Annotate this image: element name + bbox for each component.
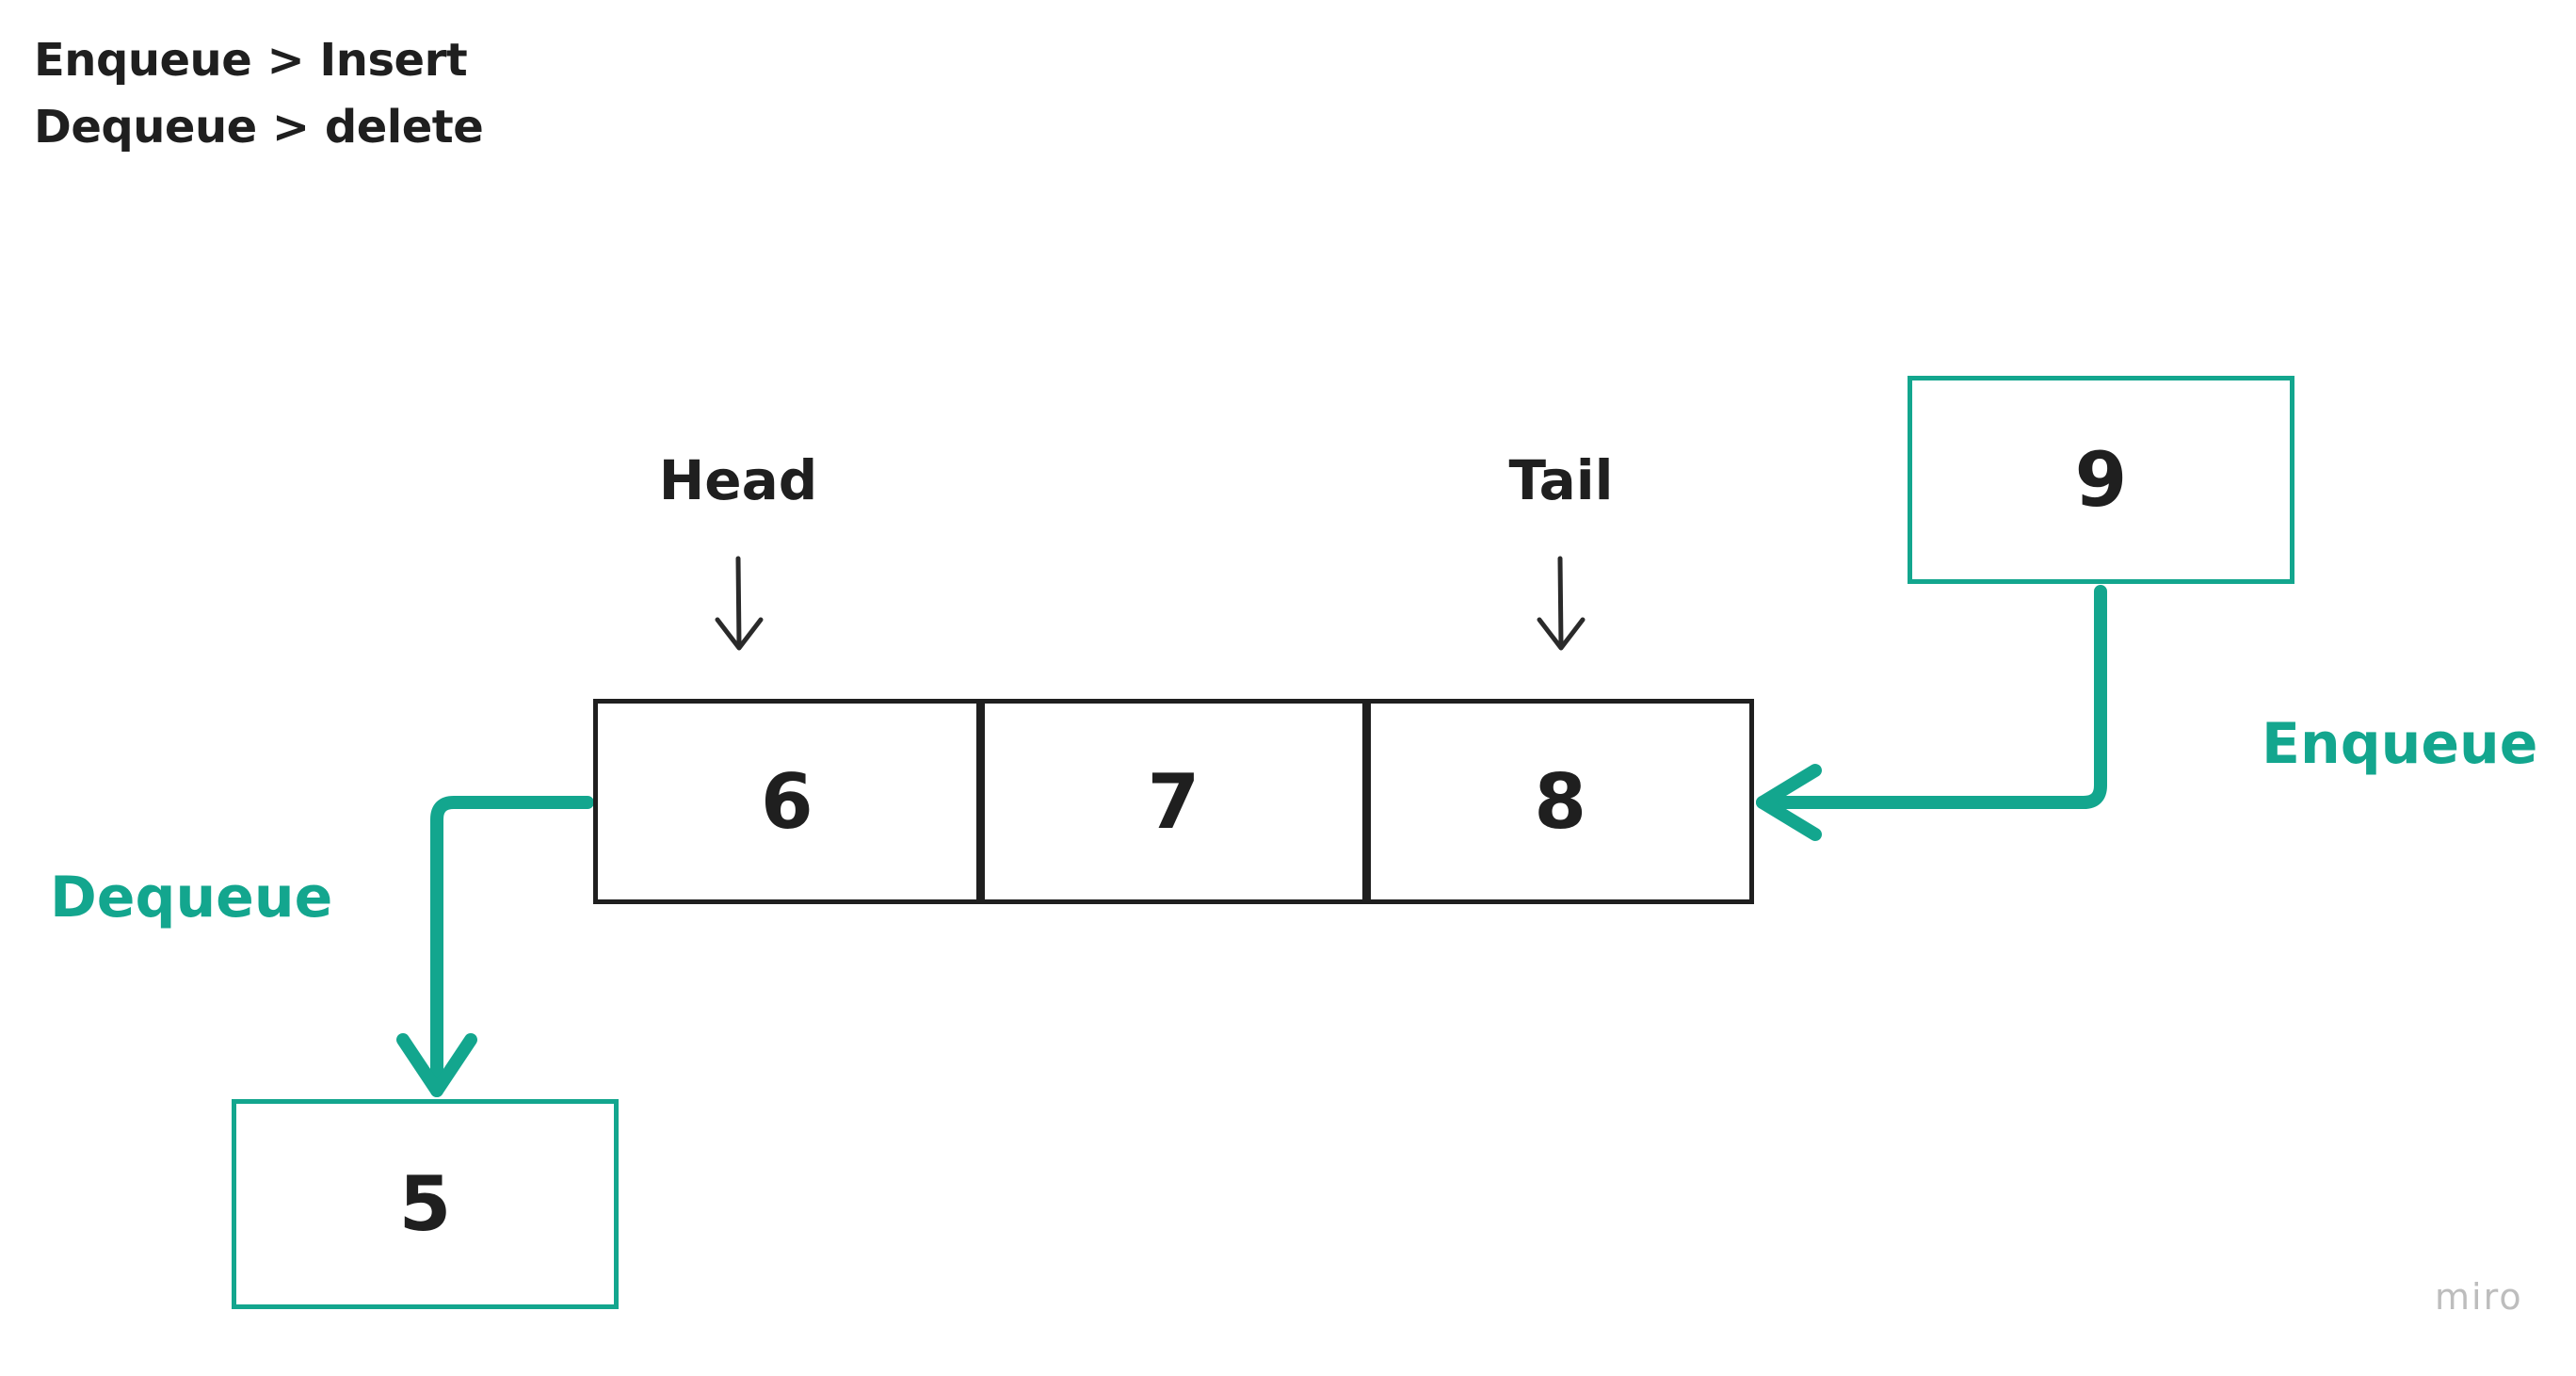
legend-enqueue-definition: Enqueue > Insert [34,34,468,87]
miro-watermark: miro [2435,1276,2523,1318]
queue-array: 6 7 8 [593,699,1754,904]
enqueue-arrow-icon [1756,585,2107,841]
queue-cell-tail: 8 [1362,704,1749,899]
tail-label: Tail [1508,448,1614,512]
head-label: Head [658,448,818,512]
queue-cell-head: 6 [761,757,813,846]
enqueue-value-box: 9 [1908,376,2294,584]
tail-pointer-arrow [1537,556,1586,651]
head-pointer-arrow [715,556,764,651]
dequeue-label: Dequeue [50,865,333,931]
enqueue-label: Enqueue [2262,711,2538,777]
legend-dequeue-definition: Dequeue > delete [34,101,484,154]
dequeue-value-box: 5 [232,1099,619,1309]
dequeue-arrow-icon [396,796,594,1097]
queue-cell-middle: 7 [975,704,1363,899]
